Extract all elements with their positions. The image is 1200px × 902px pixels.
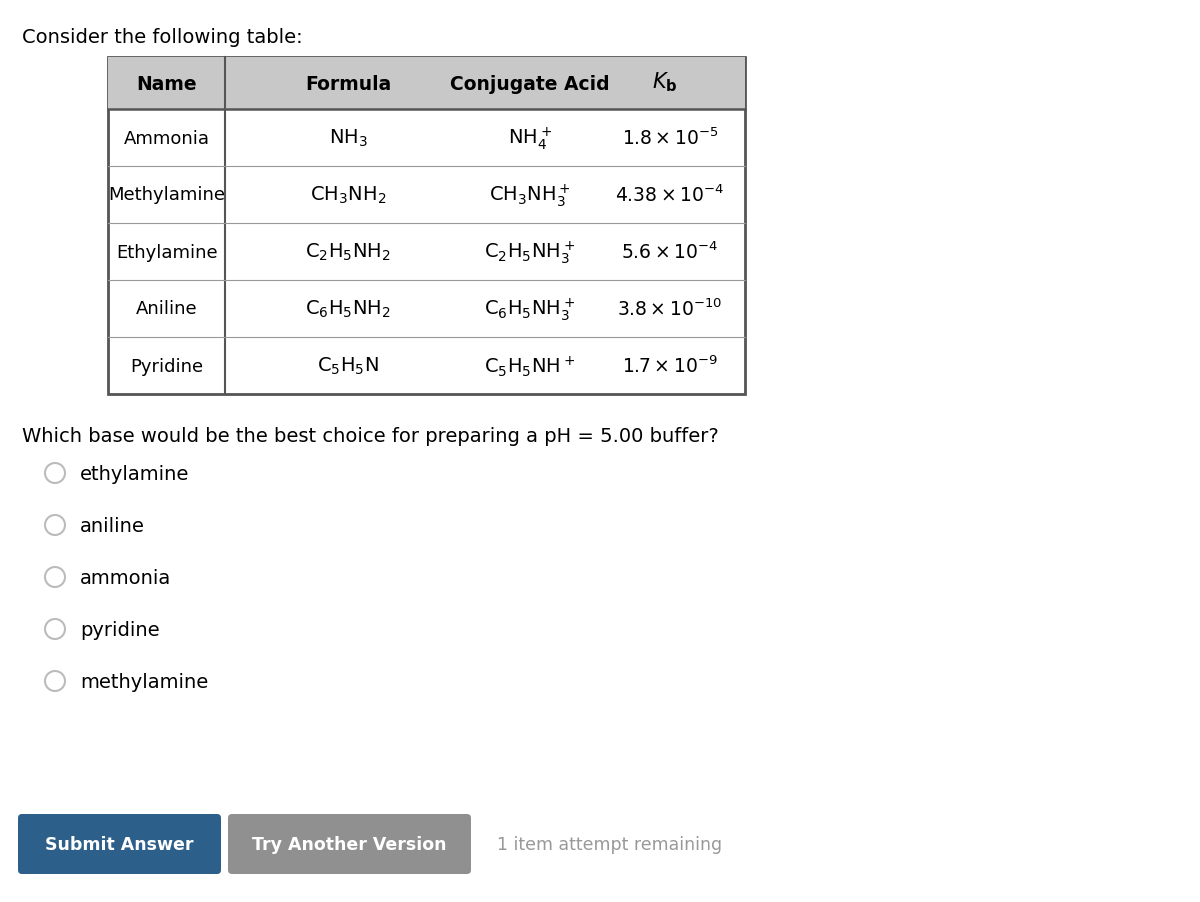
Text: Try Another Version: Try Another Version: [252, 835, 446, 853]
Text: Conjugate Acid: Conjugate Acid: [450, 75, 610, 94]
Text: Methylamine: Methylamine: [108, 187, 226, 204]
Circle shape: [46, 515, 65, 536]
Text: methylamine: methylamine: [80, 672, 209, 691]
Circle shape: [46, 567, 65, 587]
Text: $\mathrm{CH_3NH_2}$: $\mathrm{CH_3NH_2}$: [310, 185, 386, 206]
Text: $5.6 \times 10^{-4}$: $5.6 \times 10^{-4}$: [622, 242, 719, 263]
Text: aniline: aniline: [80, 516, 145, 535]
FancyBboxPatch shape: [18, 815, 221, 874]
Text: Ammonia: Ammonia: [124, 129, 210, 147]
Text: $\mathrm{C_2H_5NH_3^+}$: $\mathrm{C_2H_5NH_3^+}$: [485, 239, 576, 265]
Text: $\mathbf{\mathit{K}}_\mathbf{b}$: $\mathbf{\mathit{K}}_\mathbf{b}$: [652, 70, 678, 94]
Text: Submit Answer: Submit Answer: [46, 835, 193, 853]
Text: Ethylamine: Ethylamine: [116, 244, 218, 262]
Text: Pyridine: Pyridine: [131, 357, 204, 375]
Circle shape: [46, 671, 65, 691]
Text: $\mathrm{CH_3NH_3^+}$: $\mathrm{CH_3NH_3^+}$: [490, 182, 571, 208]
Text: $1.7 \times 10^{-9}$: $1.7 \times 10^{-9}$: [622, 355, 718, 377]
Text: pyridine: pyridine: [80, 620, 160, 639]
Bar: [108, 58, 745, 394]
Circle shape: [46, 620, 65, 640]
Text: 1 item attempt remaining: 1 item attempt remaining: [497, 835, 722, 853]
Text: Which base would be the best choice for preparing a pH = 5.00 buffer?: Which base would be the best choice for …: [22, 427, 719, 446]
Text: ammonia: ammonia: [80, 568, 172, 587]
Text: $3.8 \times 10^{-10}$: $3.8 \times 10^{-10}$: [617, 299, 722, 320]
Text: $\mathrm{C_2H_5NH_2}$: $\mathrm{C_2H_5NH_2}$: [305, 242, 391, 262]
Text: $4.38 \times 10^{-4}$: $4.38 \times 10^{-4}$: [616, 185, 725, 206]
Text: $\mathrm{C_6H_5NH_2}$: $\mathrm{C_6H_5NH_2}$: [305, 299, 391, 320]
Text: Aniline: Aniline: [136, 300, 198, 318]
Text: $\mathrm{NH_4^+}$: $\mathrm{NH_4^+}$: [508, 125, 552, 152]
Circle shape: [46, 464, 65, 483]
Text: $\mathrm{C_5H_5N}$: $\mathrm{C_5H_5N}$: [317, 355, 379, 377]
Text: Name: Name: [137, 75, 197, 94]
Text: $1.8 \times 10^{-5}$: $1.8 \times 10^{-5}$: [622, 127, 719, 149]
Text: ethylamine: ethylamine: [80, 464, 190, 483]
Text: Formula: Formula: [305, 75, 391, 94]
Text: $\mathrm{C_5H_5NH^+}$: $\mathrm{C_5H_5NH^+}$: [485, 354, 576, 378]
FancyBboxPatch shape: [228, 815, 470, 874]
Bar: [108, 58, 745, 110]
Text: $\mathrm{C_6H_5NH_3^+}$: $\mathrm{C_6H_5NH_3^+}$: [485, 296, 576, 323]
Text: $\mathrm{NH_3}$: $\mathrm{NH_3}$: [329, 128, 367, 149]
Text: Consider the following table:: Consider the following table:: [22, 28, 302, 47]
